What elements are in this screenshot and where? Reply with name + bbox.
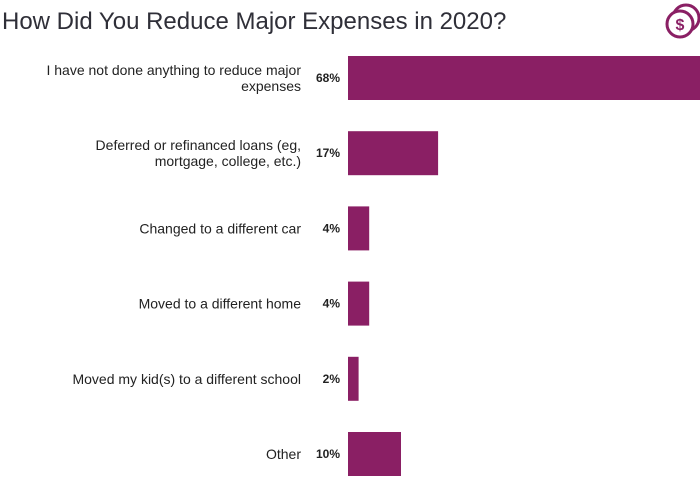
category-label-1-0: Deferred or refinanced loans (eg, [96, 137, 301, 153]
value-label-4: 2% [323, 372, 341, 386]
bar-1 [348, 131, 439, 176]
value-label-2: 4% [323, 221, 341, 235]
value-label-1: 17% [316, 146, 340, 160]
chart-title: How Did You Reduce Major Expenses in 202… [2, 8, 507, 35]
category-label-3-0: Moved to a different home [139, 296, 302, 312]
value-label-3: 4% [323, 297, 341, 311]
category-label-1-1: mortgage, college, etc.) [155, 153, 301, 169]
category-label-5-0: Other [266, 446, 301, 462]
category-label-4-0: Moved my kid(s) to a different school [72, 371, 301, 387]
bar-0 [348, 56, 700, 100]
dollar-coin-icon: $ [665, 3, 700, 39]
value-label-5: 10% [316, 447, 340, 461]
bar-3 [348, 281, 370, 326]
bar-2 [348, 206, 370, 251]
category-label-2-0: Changed to a different car [139, 220, 301, 236]
category-label-0-0: I have not done anything to reduce major [46, 62, 301, 78]
bar-5 [348, 432, 401, 476]
value-label-0: 68% [316, 71, 340, 85]
logo-glyph: $ [676, 17, 685, 34]
category-label-0-1: expenses [241, 78, 301, 94]
bar-4 [348, 356, 359, 401]
